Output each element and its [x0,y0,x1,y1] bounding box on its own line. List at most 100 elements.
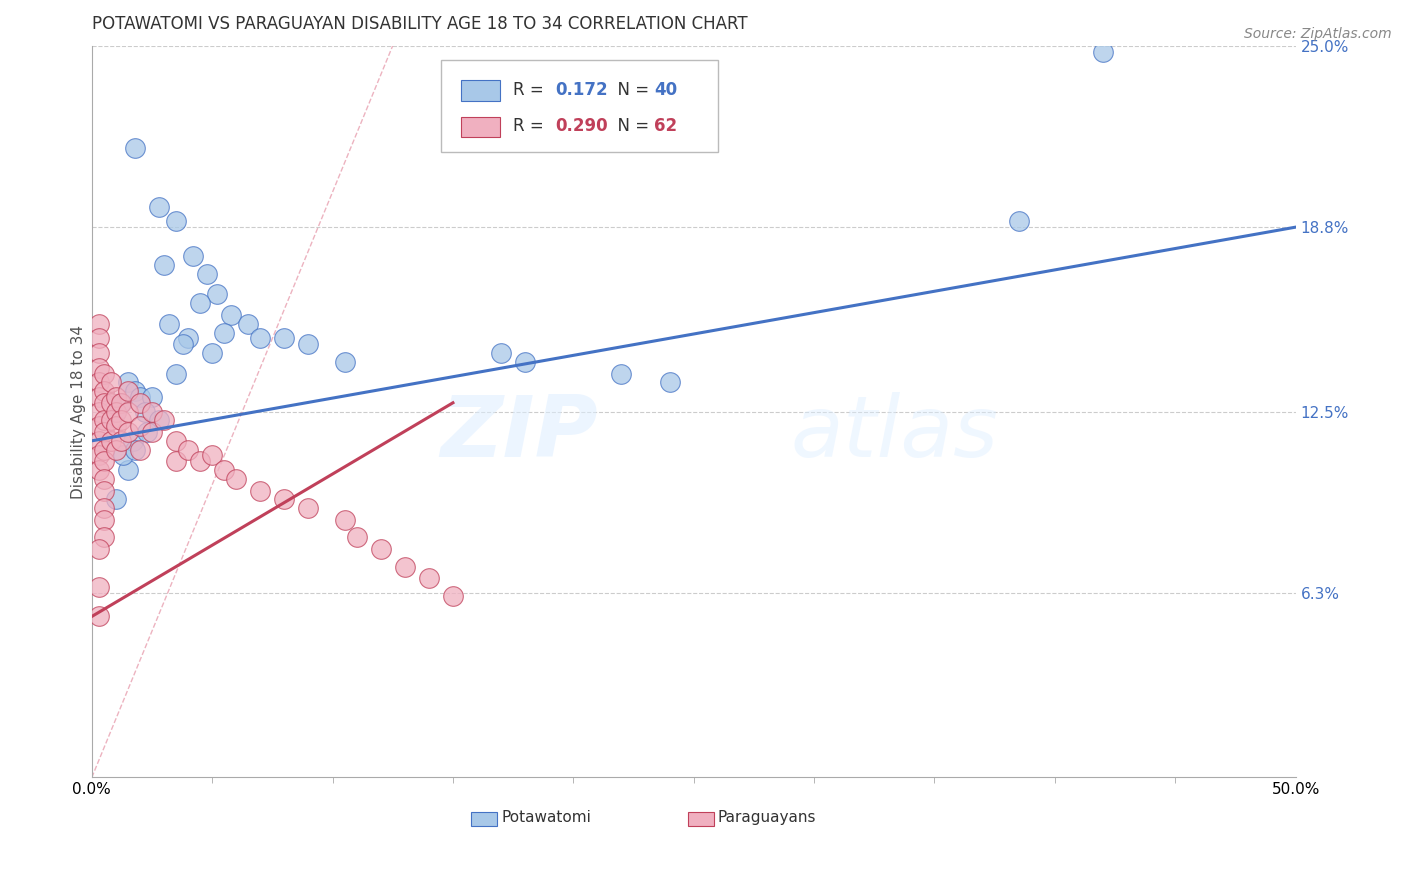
Point [117,376,139,390]
Point [212,326,235,340]
Bar [471,812,498,827]
Text: atlas: atlas [790,392,998,475]
Point [134,404,156,418]
Point [177,442,200,457]
Point [87,609,110,624]
Point [165,367,187,381]
Point [177,331,200,345]
Text: N =: N = [607,117,654,136]
Point [110,434,132,448]
FancyBboxPatch shape [441,61,718,152]
Point [100,413,122,427]
Point [104,442,127,457]
Point [205,287,228,301]
Point [273,492,295,507]
Point [124,384,146,398]
Point [112,449,135,463]
Point [93,425,115,439]
Text: R =: R = [513,117,550,136]
Point [87,542,110,557]
Point [87,317,110,331]
Point [201,346,224,360]
Point [136,425,159,439]
Point [141,390,163,404]
Point [225,472,247,486]
Point [117,425,139,439]
Point [489,346,512,360]
Point [157,317,180,331]
Point [333,513,356,527]
Point [370,542,392,557]
Point [87,376,110,390]
Point [181,249,204,263]
Point [658,376,681,390]
Point [394,559,416,574]
Point [87,404,110,418]
Point [172,337,194,351]
Bar [461,80,501,101]
Point [104,390,127,404]
Point [93,483,115,498]
Point [195,267,218,281]
Point [165,434,187,448]
Point [104,492,127,507]
Point [110,396,132,410]
Point [93,367,115,381]
Text: 0.172: 0.172 [555,80,607,99]
Text: Paraguayans: Paraguayans [718,810,817,825]
Point [87,390,110,404]
Point [93,442,115,457]
Point [249,483,271,498]
Point [188,454,211,468]
Point [100,376,122,390]
Point [87,449,110,463]
Point [297,337,319,351]
Text: Source: ZipAtlas.com: Source: ZipAtlas.com [1244,27,1392,41]
Point [104,404,127,418]
Point [87,463,110,477]
Point [93,513,115,527]
Point [212,463,235,477]
Point [117,384,139,398]
Point [515,355,537,369]
Text: POTAWATOMI VS PARAGUAYAN DISABILITY AGE 18 TO 34 CORRELATION CHART: POTAWATOMI VS PARAGUAYAN DISABILITY AGE … [91,15,748,33]
Point [100,396,122,410]
Point [117,463,139,477]
Point [104,404,127,418]
Point [1091,45,1114,59]
Point [221,308,243,322]
Point [100,434,122,448]
Point [129,396,152,410]
Point [93,384,115,398]
Point [165,454,187,468]
Bar [688,812,714,827]
Text: N =: N = [607,80,654,99]
Point [93,454,115,468]
Point [153,413,176,427]
Point [87,331,110,345]
Point [148,413,170,427]
Point [110,413,132,427]
Y-axis label: Disability Age 18 to 34: Disability Age 18 to 34 [72,325,86,499]
Point [333,355,356,369]
Text: 40: 40 [654,80,678,99]
Point [87,419,110,434]
Point [610,367,633,381]
Point [129,390,152,404]
Point [129,442,152,457]
Point [87,360,110,375]
Text: ZIP: ZIP [440,392,598,475]
Point [93,501,115,516]
Point [141,425,163,439]
Point [93,472,115,486]
Point [148,200,170,214]
Point [93,531,115,545]
Point [93,413,115,427]
Point [124,442,146,457]
Point [346,531,368,545]
Text: R =: R = [513,80,554,99]
Point [87,346,110,360]
Point [141,404,163,418]
Point [153,258,176,272]
Point [121,434,143,448]
